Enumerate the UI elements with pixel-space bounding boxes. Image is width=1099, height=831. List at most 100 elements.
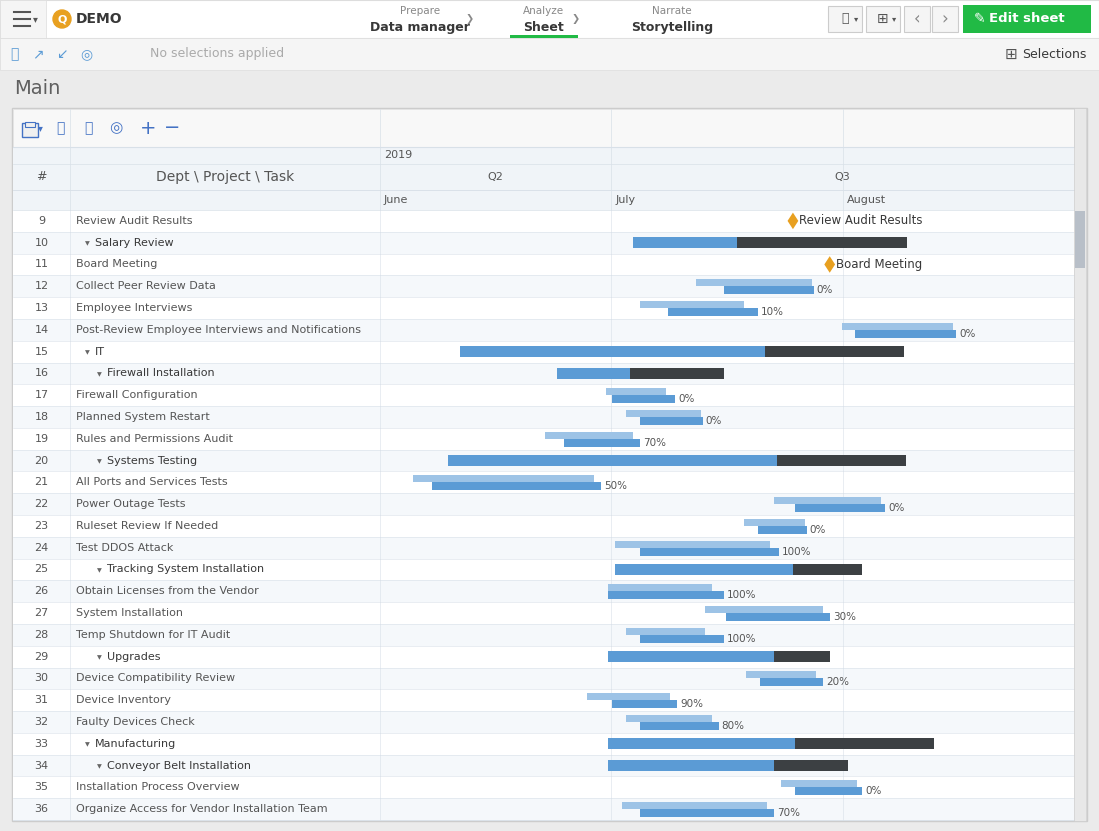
Bar [793, 563, 863, 575]
Bar [13, 602, 1074, 624]
Bar [13, 384, 1074, 406]
Text: ▼: ▼ [85, 350, 90, 355]
Bar [795, 787, 863, 795]
Text: 100%: 100% [726, 590, 756, 600]
Text: Device Compatibility Review: Device Compatibility Review [76, 673, 235, 683]
Text: 23: 23 [34, 521, 48, 531]
Text: ❯: ❯ [571, 14, 580, 24]
Bar [545, 432, 633, 439]
Bar [774, 497, 881, 504]
Text: ▾: ▾ [38, 123, 43, 133]
Bar [13, 799, 1074, 820]
Text: 100%: 100% [726, 634, 756, 644]
Bar [795, 738, 934, 750]
Text: 30%: 30% [833, 612, 856, 622]
Bar [25, 122, 35, 127]
Text: 26: 26 [34, 586, 48, 597]
Text: ✎: ✎ [974, 12, 986, 26]
Text: 50%: 50% [603, 481, 626, 491]
Text: Q2: Q2 [488, 172, 503, 182]
Text: 0%: 0% [959, 329, 976, 339]
Bar [13, 667, 1074, 689]
Bar [13, 755, 1074, 776]
Text: Storytelling: Storytelling [631, 21, 713, 34]
Text: 13: 13 [34, 303, 48, 313]
Bar [626, 628, 704, 635]
Bar [777, 455, 906, 466]
Text: 35: 35 [34, 782, 48, 792]
Text: ↗: ↗ [32, 47, 44, 61]
Bar [612, 396, 675, 403]
Text: 24: 24 [34, 543, 48, 553]
Text: Dept \ Project \ Task: Dept \ Project \ Task [156, 170, 295, 184]
Text: 9: 9 [38, 216, 45, 226]
Bar [758, 526, 807, 534]
Text: No selections applied: No selections applied [149, 47, 285, 61]
Bar [608, 651, 774, 662]
Bar [13, 711, 1074, 733]
Text: Rules and Permissions Audit: Rules and Permissions Audit [76, 434, 233, 444]
Bar [13, 297, 1074, 319]
Text: 0%: 0% [810, 525, 826, 535]
Text: 27: 27 [34, 608, 48, 618]
Bar [641, 809, 774, 817]
Bar [13, 624, 1074, 646]
Text: 20: 20 [34, 455, 48, 465]
Text: 0%: 0% [865, 786, 881, 796]
Bar [641, 722, 719, 730]
Text: 21: 21 [34, 477, 48, 487]
Text: 2019: 2019 [384, 150, 412, 160]
Bar [448, 455, 777, 466]
Text: 16: 16 [34, 368, 48, 378]
Text: 18: 18 [34, 412, 48, 422]
Bar [641, 417, 702, 425]
Bar [842, 323, 953, 330]
Bar [612, 701, 677, 708]
Bar [13, 558, 1074, 580]
Text: 17: 17 [34, 391, 48, 401]
Bar [622, 802, 767, 809]
Bar [828, 6, 862, 32]
Text: Power Outage Tests: Power Outage Tests [76, 499, 186, 509]
Text: Main: Main [14, 78, 60, 97]
Bar [13, 341, 1074, 362]
Bar [0, 0, 46, 38]
Text: ▾: ▾ [854, 14, 858, 23]
Bar [0, 0, 1099, 38]
Text: 29: 29 [34, 652, 48, 661]
Bar [633, 237, 737, 248]
Text: 0%: 0% [706, 416, 722, 425]
Text: Conveyor Belt Installation: Conveyor Belt Installation [107, 760, 251, 770]
Text: Tracking System Installation: Tracking System Installation [107, 564, 264, 574]
Bar [0, 70, 1099, 106]
Text: 32: 32 [34, 717, 48, 727]
Text: 11: 11 [34, 259, 48, 269]
Bar [13, 494, 1074, 515]
Text: ▼: ▼ [97, 372, 102, 377]
Text: Narrate: Narrate [652, 6, 691, 16]
Bar [13, 190, 1074, 210]
Bar [855, 330, 956, 337]
Polygon shape [824, 256, 835, 273]
Text: June: June [384, 195, 409, 205]
Bar [641, 548, 779, 555]
Text: 22: 22 [34, 499, 48, 509]
Bar [774, 651, 830, 662]
Bar [608, 584, 712, 591]
Text: Post-Review Employee Interviews and Notifications: Post-Review Employee Interviews and Noti… [76, 325, 360, 335]
Text: ▼: ▼ [97, 764, 102, 769]
Text: 80%: 80% [722, 720, 745, 731]
Text: 🔖: 🔖 [841, 12, 848, 26]
Text: July: July [615, 195, 635, 205]
Text: 0%: 0% [678, 394, 695, 404]
Text: Temp Shutdown for IT Audit: Temp Shutdown for IT Audit [76, 630, 231, 640]
Text: ▾: ▾ [33, 14, 37, 24]
Text: 31: 31 [34, 696, 48, 706]
Text: ▼: ▼ [97, 459, 102, 464]
Bar [13, 362, 1074, 384]
Bar [904, 6, 930, 32]
Bar [668, 308, 758, 316]
Bar [564, 439, 641, 446]
Bar [432, 482, 601, 490]
Text: 25: 25 [34, 564, 48, 574]
